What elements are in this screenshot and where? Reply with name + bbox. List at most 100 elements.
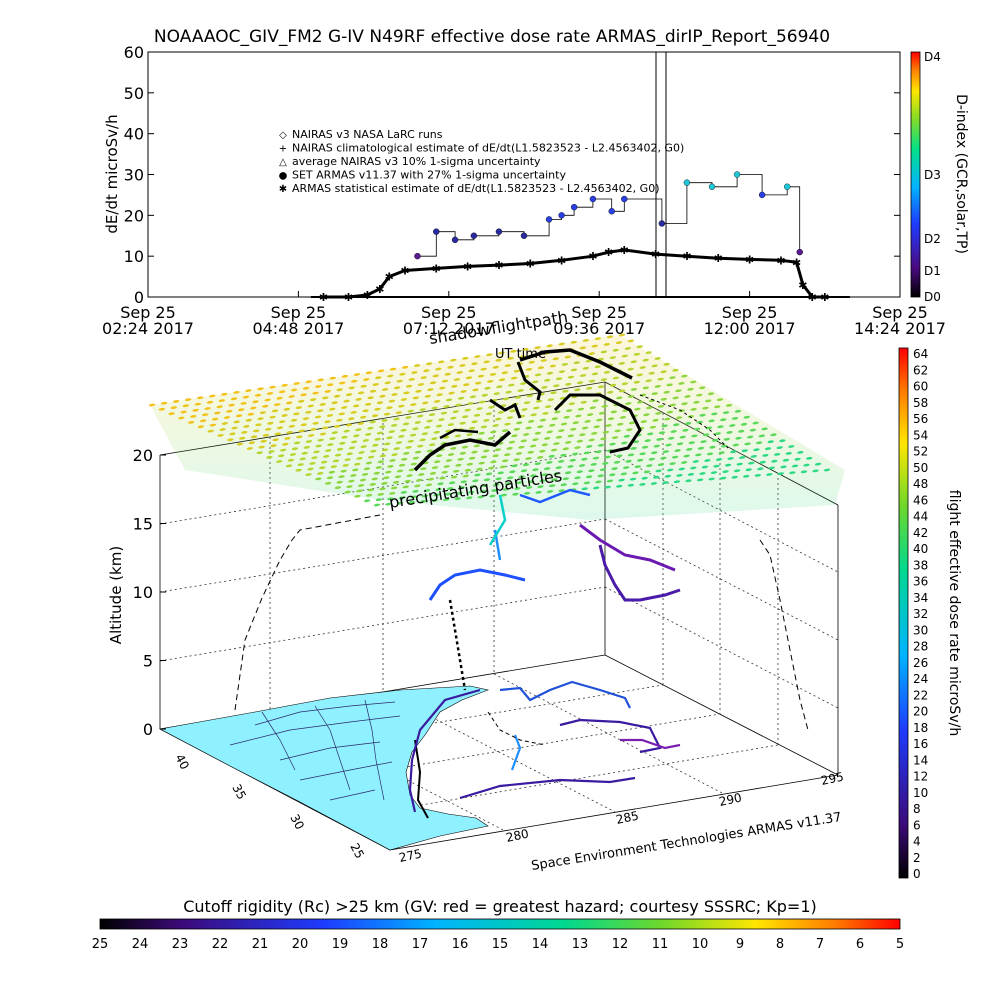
sheet-cell [317,409,324,413]
sheet-cell [450,447,457,450]
altitude-axis: 0 5 10 15 20 [133,446,166,739]
dose-sheet-cells [148,333,831,507]
sheet-cell [539,449,546,453]
sheet-cell [585,475,593,479]
dose-colorbar-tick-label: 44 [913,510,928,524]
sheet-cell [549,484,556,488]
sheet-cell [348,386,355,390]
sheet-cell [405,446,412,449]
sheet-cell [462,474,469,478]
sheet-cell [433,400,441,403]
sheet-cell [613,460,621,464]
sheet-cell [630,447,637,450]
sheet-cell [350,440,358,444]
sheet-cell [270,444,277,448]
sheet-cell [620,472,627,476]
sheet-cell [468,369,475,373]
flightpath-3d [413,348,729,691]
data-point-armas-statistical: ✱ [651,248,660,261]
sheet-cell [602,462,609,465]
sheet-cell [168,412,175,416]
sheet-cell [714,405,721,409]
sheet-cell [642,358,649,362]
rigidity-tick-label: 10 [692,937,709,952]
sheet-cell [423,489,431,492]
legend-entry: NAIRAS v3 NASA LaRC runs [292,128,443,141]
sheet-cell [456,491,463,495]
data-point-armas-statistical: ✱ [385,271,394,284]
sheet-cell [627,483,634,487]
sheet-cell [579,433,586,437]
sheet-cell [450,416,457,420]
sheet-cell [228,403,235,407]
dose-colorbar-tick-label: 14 [913,753,928,767]
sheet-cell [660,370,667,374]
sheet-cell [683,454,690,458]
sheet-cell [293,412,300,416]
sheet-cell [243,425,250,428]
sheet-cell [597,385,605,389]
sheet-cell [359,478,367,482]
sheet-cell [185,398,192,401]
sheet-cell [477,495,484,499]
sheet-cell [412,456,420,460]
sheet-cell [527,450,534,454]
rigidity-tick-label: 16 [452,937,469,952]
sheet-cell [534,431,542,435]
sheet-cell [489,373,497,376]
sheet-cell [448,391,455,395]
sheet-cell [469,456,476,460]
x-tick-label-time: 07:12 2017 [403,319,495,338]
dose-colorbar-tick-label: 58 [913,396,928,410]
sheet-cell [548,454,555,458]
sheet-cell [182,404,189,408]
sheet-cell [690,466,697,470]
sheet-cell [400,491,407,494]
sheet-cell [621,441,628,445]
sheet-cell [487,436,495,440]
sheet-cell [669,403,676,407]
sheet-cell [592,456,600,460]
sheet-cell [505,390,512,394]
sheet-cell [533,406,540,410]
sheet-cell [379,394,386,398]
sheet-cell [424,426,431,429]
rigidity-tick-label: 9 [736,937,744,952]
sheet-cell [720,476,727,480]
sheet-cell [256,451,263,455]
sheet-cell [555,377,563,381]
sheet-cell [348,446,356,450]
sheet-cell [284,437,291,440]
sheet-cell [754,474,761,477]
sheet-cell [422,401,429,405]
sheet-cell [794,457,801,461]
sheet-cell [633,352,640,356]
sheet-cell [651,392,658,395]
data-point-armas-statistical: ✱ [682,250,691,263]
sheet-cell [513,427,520,431]
sheet-cell [530,474,537,478]
sheet-cell [417,414,424,418]
sheet-cell [336,447,344,451]
data-point-armas-statistical: ✱ [494,259,503,272]
sheet-cell [367,396,374,400]
sheet-cell [312,391,319,395]
sheet-cell [651,451,658,455]
dose-colorbar-tick-label: 50 [913,461,928,475]
sheet-cell [324,481,332,485]
sheet-cell [528,360,535,364]
sheet-cell [469,395,477,399]
sheet-cell [574,446,581,449]
sheet-cell [789,471,796,475]
rigidity-tick-label: 14 [532,937,549,952]
sheet-cell [385,502,392,506]
sheet-cell [429,472,437,475]
data-point-set-armas [558,212,565,219]
z-tick-label: 10 [133,583,153,602]
sheet-cell [475,381,482,385]
sheet-cell [302,386,310,390]
sheet-cell [497,411,504,414]
sheet-cell [414,484,421,488]
sheet-cell [664,474,671,478]
sheet-cell [420,376,427,379]
